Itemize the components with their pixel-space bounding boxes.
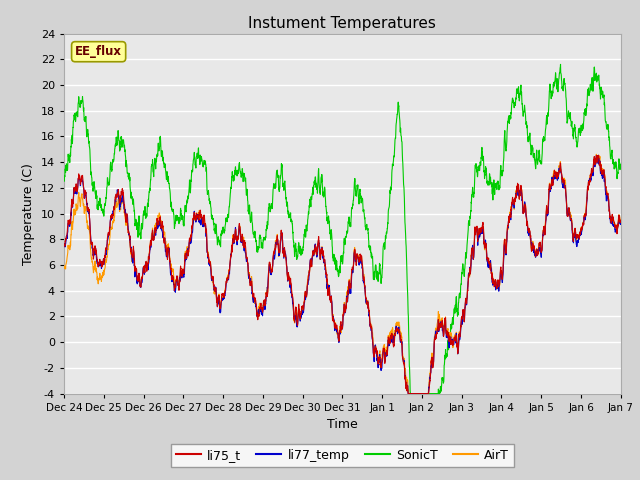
Legend: li75_t, li77_temp, SonicT, AirT: li75_t, li77_temp, SonicT, AirT (171, 444, 514, 467)
Y-axis label: Temperature (C): Temperature (C) (22, 163, 35, 264)
X-axis label: Time: Time (327, 418, 358, 431)
Text: EE_flux: EE_flux (75, 45, 122, 58)
Title: Instument Temperatures: Instument Temperatures (248, 16, 436, 31)
